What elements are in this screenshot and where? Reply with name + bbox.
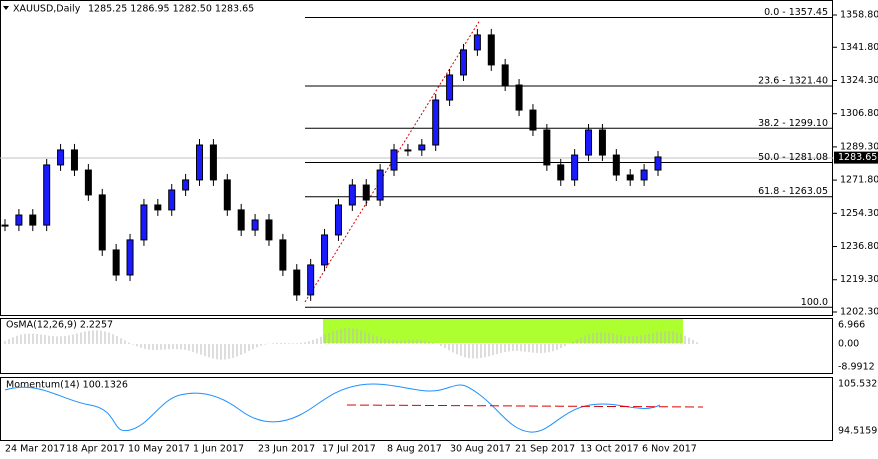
candle-body: [585, 129, 593, 156]
candle-body: [654, 156, 662, 171]
candle-body: [293, 269, 301, 296]
candle-body: [154, 204, 162, 211]
date-label: 8 Aug 2017: [387, 444, 442, 455]
candle-body: [390, 149, 398, 171]
candle-body: [209, 144, 217, 181]
price-label: 1219.30: [840, 274, 878, 285]
candle-body: [279, 239, 287, 271]
date-label: 21 Sep 2017: [515, 444, 575, 455]
candle-body: [140, 204, 148, 241]
date-label: 18 Apr 2017: [66, 444, 125, 455]
candle-body: [432, 99, 440, 146]
candle-body: [404, 149, 412, 152]
candle-body: [376, 169, 384, 201]
osma-highlight: [323, 319, 683, 343]
fib-label: 100.0: [801, 297, 828, 308]
candle-body: [321, 234, 329, 266]
candle-body: [126, 239, 134, 276]
date-label: 13 Oct 2017: [580, 444, 639, 455]
candle-body: [182, 179, 190, 191]
date-label: 23 Jun 2017: [258, 444, 315, 455]
candle-body: [84, 169, 92, 196]
momentum-frame: [0, 377, 833, 441]
candle-body: [362, 184, 370, 201]
candle-body: [348, 184, 356, 206]
candle-body: [237, 209, 245, 231]
candle-body: [251, 219, 259, 231]
momentum-title: Momentum(14) 100.1326: [6, 380, 128, 391]
candle-body: [612, 154, 620, 176]
price-label: 1202.30: [840, 307, 878, 318]
candle-body: [112, 249, 120, 276]
current-price-box: [834, 151, 878, 164]
candle-body: [334, 204, 342, 236]
candle-body: [1, 224, 9, 227]
momentum-trend: [346, 404, 704, 408]
osma-tick: 0.00: [838, 339, 859, 350]
candle-body: [543, 129, 551, 166]
collapse-icon: [3, 6, 9, 10]
candle-body: [265, 219, 273, 241]
candle-body: [571, 154, 579, 181]
candle-body: [626, 174, 634, 181]
price-label: 1289.30: [840, 141, 878, 152]
candle-body: [70, 149, 78, 171]
candle-body: [557, 164, 565, 181]
fib-label: 61.8 - 1263.05: [758, 186, 828, 197]
candle-body: [459, 49, 467, 76]
current-price: 1283.65: [838, 152, 877, 163]
candle-body: [501, 64, 509, 86]
price-label: 1254.30: [840, 208, 878, 219]
candle-body: [223, 179, 231, 211]
candle-body: [640, 169, 648, 181]
price-label: 1271.80: [840, 175, 878, 186]
date-label: 10 May 2017: [128, 444, 190, 455]
candle-body: [29, 214, 37, 226]
osma-histogram: [4, 328, 698, 360]
candle-body: [529, 109, 537, 131]
momentum-tick: 94.5159: [838, 426, 877, 437]
osma-frame: [0, 318, 833, 374]
price-label: 1306.80: [840, 108, 878, 119]
price-label: 1236.80: [840, 241, 878, 252]
candle-body: [15, 214, 23, 226]
candle-body: [307, 264, 315, 296]
date-label: 24 Mar 2017: [5, 444, 65, 455]
osma-tick: 6.966: [838, 320, 865, 331]
fib-label: 50.0 - 1281.08: [758, 152, 828, 163]
candle-body: [57, 149, 65, 166]
symbol: XAUUSD,Daily: [13, 4, 81, 15]
osma-title: OsMA(12,26,9) 2.2257: [6, 320, 113, 331]
candle-body: [473, 34, 481, 51]
candle-body: [418, 144, 426, 151]
candle-body: [168, 189, 176, 211]
date-label: 30 Aug 2017: [450, 444, 511, 455]
fib-label: 0.0 - 1357.45: [764, 7, 828, 18]
candle-body: [598, 129, 606, 156]
price-label: 1358.80: [840, 10, 878, 21]
date-label: 6 Nov 2017: [642, 444, 697, 455]
candle-body: [515, 84, 523, 111]
price-label: 1324.30: [840, 75, 878, 86]
candle-body: [487, 34, 495, 66]
date-label: 17 Jul 2017: [322, 444, 376, 455]
fib-label: 23.6 - 1321.40: [758, 75, 828, 86]
date-label: 1 Jun 2017: [193, 444, 244, 455]
candle-body: [446, 74, 454, 101]
osma-tick: -8.9912: [838, 362, 875, 373]
candle-body: [98, 194, 106, 251]
candle-body: [43, 164, 51, 226]
price-label: 1341.80: [840, 42, 878, 53]
fib-label: 38.2 - 1299.10: [758, 118, 828, 129]
candle-body: [196, 144, 204, 181]
momentum-line: [4, 383, 661, 433]
ohlc: 1285.25 1286.95 1282.50 1283.65: [88, 4, 254, 15]
